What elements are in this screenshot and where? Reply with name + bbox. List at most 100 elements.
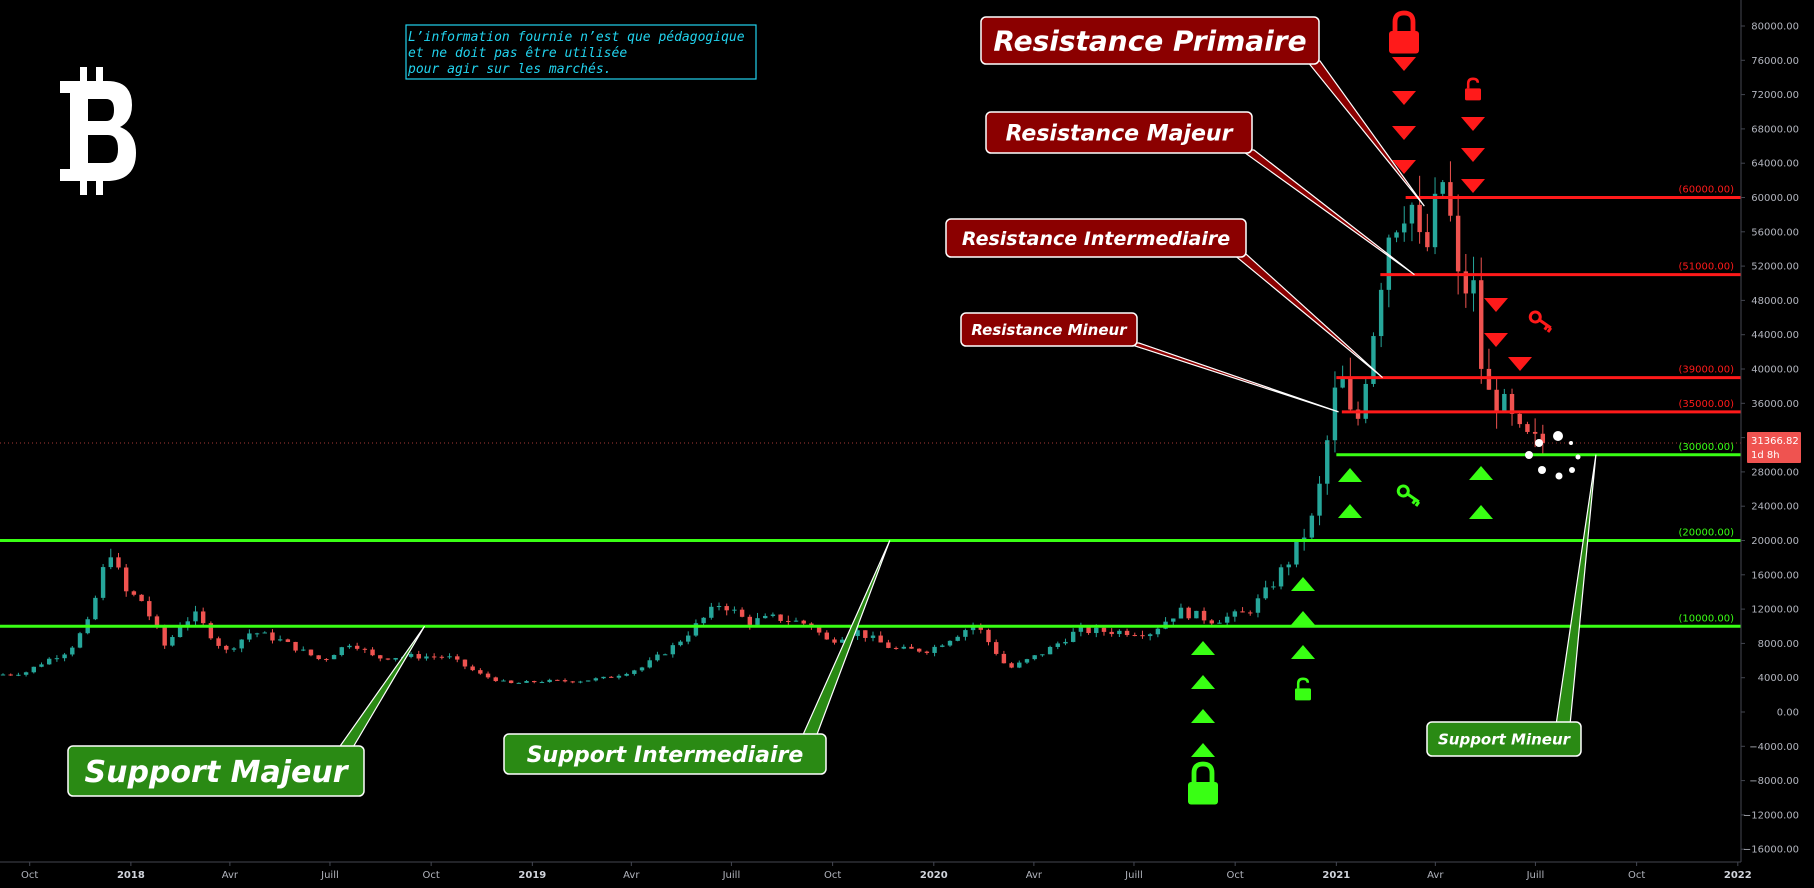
- price-tick-label: 60000.00: [1751, 193, 1799, 204]
- support-callout-label: Support Majeur: [85, 755, 350, 790]
- resistance-callout[interactable]: Resistance Mineur: [960, 312, 1339, 413]
- candle: [385, 658, 391, 661]
- candle: [23, 671, 29, 677]
- resistance-callout[interactable]: Resistance Majeur: [985, 111, 1415, 276]
- candle: [1009, 662, 1014, 669]
- arrow-up-icon: [1338, 504, 1362, 518]
- candle: [662, 653, 668, 656]
- candle: [1325, 435, 1330, 495]
- candle: [578, 680, 583, 684]
- candle: [277, 635, 283, 642]
- candle: [593, 677, 599, 682]
- price-level: (35000.00): [1341, 399, 1741, 414]
- candle: [516, 682, 522, 684]
- bitcoin-logo-icon: [60, 67, 136, 195]
- candle: [1317, 476, 1322, 526]
- candle: [216, 636, 221, 649]
- candle: [408, 652, 414, 659]
- price-tick-label: 76000.00: [1751, 56, 1799, 67]
- disclaimer-line: L’information fournie n’est que pédagogi…: [408, 30, 745, 45]
- price-level-label: (35000.00): [1678, 399, 1734, 410]
- candle: [1309, 513, 1315, 542]
- arrow-up-icon: [1191, 641, 1215, 655]
- candle: [1255, 594, 1261, 618]
- candle: [1278, 564, 1284, 590]
- support-callout[interactable]: Support Majeur: [67, 625, 426, 797]
- time-axis[interactable]: Oct 2018 Avr Juill Oct 2019 Avr Juill Oct 2020 Avr…: [0, 861, 1752, 881]
- candle: [1525, 421, 1530, 434]
- candle: [1240, 607, 1245, 613]
- arrow-down-icon: [1392, 57, 1416, 71]
- time-tick-label: 2020: [920, 870, 948, 881]
- price-tick-label: 72000.00: [1751, 90, 1799, 101]
- candle: [1271, 581, 1276, 590]
- time-tick-label: Avr: [1427, 870, 1444, 881]
- candle: [639, 666, 645, 672]
- candle: [308, 649, 314, 657]
- candle: [1263, 580, 1268, 600]
- arrow-down-icon: [1484, 298, 1508, 312]
- candle: [439, 655, 445, 660]
- candle: [116, 552, 121, 570]
- price-level: (20000.00): [0, 528, 1741, 542]
- candle: [855, 625, 860, 641]
- price-tick-label: 64000.00: [1751, 159, 1799, 170]
- resistance-callout-label: Resistance Majeur: [1006, 121, 1234, 146]
- candle: [339, 646, 344, 657]
- resistance-callout[interactable]: Resistance Intermediaire: [945, 218, 1383, 379]
- arrow-up-icon: [1191, 743, 1215, 757]
- candle: [1455, 194, 1461, 295]
- candle: [455, 654, 460, 663]
- resistance-callout[interactable]: Resistance Primaire: [980, 16, 1425, 207]
- support-callout[interactable]: Support Intermediaire: [503, 540, 891, 775]
- unlock-icon: [1465, 77, 1481, 101]
- disclaimer-line: pour agir sur les marchés.: [407, 62, 612, 77]
- candle: [562, 678, 568, 683]
- current-price-badge: 31366.82 1d 8h: [1747, 432, 1801, 464]
- candle: [532, 680, 537, 684]
- candle: [901, 644, 906, 650]
- candle: [501, 679, 506, 682]
- candle: [1109, 628, 1114, 637]
- candle: [362, 647, 368, 654]
- arrow-down-icon: [1461, 148, 1485, 162]
- candle: [1332, 371, 1338, 453]
- candle: [1355, 401, 1361, 426]
- loading-dots-icon: [1525, 431, 1581, 480]
- candle: [870, 631, 876, 642]
- candle: [54, 655, 60, 662]
- candle: [224, 644, 229, 654]
- current-price-value: 31366.82: [1751, 436, 1799, 447]
- candle: [1147, 633, 1153, 641]
- time-tick-label: Avr: [1026, 870, 1043, 881]
- candle: [1386, 234, 1392, 308]
- candle: [100, 564, 106, 601]
- time-tick-label: Oct: [21, 870, 38, 881]
- candle: [732, 606, 737, 614]
- price-axis[interactable]: 80000.00 76000.00 72000.00 68000.00 64000.00…: [1740, 0, 1799, 862]
- lock-icon: [1389, 10, 1419, 54]
- candle: [331, 654, 337, 660]
- support-callout[interactable]: Support Mineur: [1426, 454, 1597, 757]
- current-price-countdown: 1d 8h: [1751, 450, 1780, 461]
- price-tick-label: 36000.00: [1751, 399, 1799, 410]
- time-tick-label: 2018: [117, 870, 145, 881]
- support-callout-label: Support Intermediaire: [527, 743, 804, 768]
- candle: [1217, 620, 1222, 624]
- time-tick-label: Juill: [722, 870, 741, 881]
- time-tick-label: 2019: [518, 870, 546, 881]
- price-tick-label: 12000.00: [1751, 605, 1799, 616]
- candle: [955, 635, 960, 642]
- candle: [963, 628, 968, 641]
- candle: [539, 680, 545, 684]
- price-level: (10000.00): [0, 613, 1741, 628]
- arrow-down-icon: [1484, 333, 1508, 347]
- candle: [131, 590, 137, 597]
- candle: [1001, 650, 1007, 664]
- price-tick-label: 16000.00: [1751, 570, 1799, 581]
- candle: [1201, 607, 1207, 624]
- key-icon: [1528, 310, 1553, 333]
- levels-layer: (60000.00) (51000.00) (39000.00) (35000.00)…: [0, 185, 1741, 628]
- candle: [1425, 213, 1430, 252]
